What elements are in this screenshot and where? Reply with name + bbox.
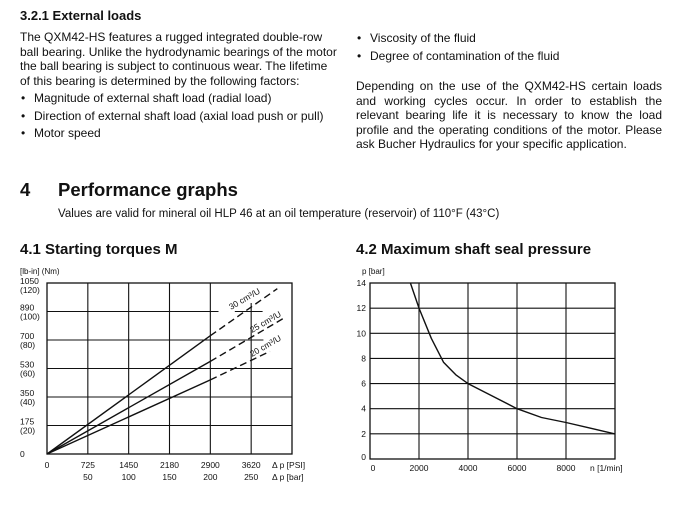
x-tick-label-bar: 250	[244, 472, 258, 482]
x-tick-label: 6000	[508, 463, 527, 473]
x-tick-label-bar: 100	[122, 472, 136, 482]
x-tick-label: 2000	[410, 463, 429, 473]
section-number: 4	[20, 179, 31, 200]
plot-frame	[46, 282, 293, 455]
y-tick-label: 2	[361, 429, 366, 439]
y-tick-label: 0	[361, 452, 366, 462]
bearing-life-paragraph: Depending on the use of the QXM42-HS cer…	[356, 79, 662, 152]
x-tick-label-psi: 2180	[160, 460, 179, 470]
y-tick-label-lbin: 700	[20, 331, 34, 341]
x-tick-label: 8000	[557, 463, 576, 473]
x-axis-label: n [1/min]	[590, 463, 623, 473]
y-tick-label-lbin: 350	[20, 388, 34, 398]
y-tick-label: 6	[361, 379, 366, 389]
series-line-solid	[46, 360, 211, 455]
list-item: Motor speed	[20, 125, 338, 143]
y-tick-label-lbin: 1050	[20, 276, 39, 286]
y-tick-label: 4	[361, 404, 366, 414]
y-tick-label: 14	[357, 278, 367, 288]
x-axis-label-psi: Δ p [PSI]	[272, 460, 305, 470]
y-tick-label: 8	[361, 353, 366, 363]
x-tick-label: 4000	[459, 463, 478, 473]
x-tick-label-bar: 150	[162, 472, 176, 482]
x-tick-label-psi: 725	[81, 460, 95, 470]
external-loads-paragraph: The QXM42-HS features a rugged integrate…	[20, 30, 337, 88]
section-heading-seal-pressure: 4.2 Maximum shaft seal pressure	[356, 241, 592, 258]
series-line-solid	[46, 335, 211, 455]
factors-list-right: Viscosity of the fluid Degree of contami…	[356, 30, 662, 65]
pressure-curve	[409, 282, 616, 435]
y-tick-label: 10	[357, 328, 367, 338]
series-label: 30 cm³/U	[227, 286, 262, 312]
x-tick-label-bar: 50	[83, 472, 93, 482]
x-tick-label: 0	[371, 463, 376, 473]
y-tick-label-nm: (80)	[20, 340, 35, 350]
y-tick-label-nm: (40)	[20, 397, 35, 407]
x-tick-label-psi: 2900	[201, 460, 220, 470]
section-heading-external-loads: 3.2.1 External loads	[20, 8, 142, 23]
x-tick-label-psi: 1450	[119, 460, 138, 470]
section-heading-performance-graphs: Performance graphs	[58, 179, 238, 200]
right-text-column: Viscosity of the fluid Degree of contami…	[356, 30, 662, 152]
plot-frame	[369, 282, 616, 460]
section-heading-starting-torques: 4.1 Starting torques M	[20, 241, 178, 258]
series-line-dashed	[209, 288, 278, 337]
x-axis-label-bar: Δ p [bar]	[272, 472, 304, 482]
y-tick-label-nm: (20)	[20, 426, 35, 436]
y-tick-label-nm: (60)	[20, 369, 35, 379]
y-tick-label: 12	[357, 303, 367, 313]
list-item: Direction of external shaft load (axial …	[20, 108, 338, 126]
y-axis-label: p [bar]	[362, 267, 385, 276]
list-item: Viscosity of the fluid	[356, 30, 662, 48]
y-tick-label-lbin: 890	[20, 303, 34, 313]
y-tick-label-lbin: 175	[20, 417, 34, 427]
y-tick-label-lbin: 530	[20, 360, 34, 370]
series-line-solid	[46, 379, 211, 455]
y-axis-label: [lb-in] (Nm)	[20, 267, 60, 276]
y-tick-label-lbin: 0	[20, 449, 25, 459]
x-tick-label-psi: 0	[45, 460, 50, 470]
list-item: Degree of contamination of the fluid	[356, 48, 662, 66]
x-tick-label-psi: 3620	[242, 460, 261, 470]
y-tick-label-nm: (120)	[20, 285, 40, 295]
validity-note: Values are valid for mineral oil HLP 46 …	[58, 208, 500, 220]
series-line-dashed	[210, 350, 271, 381]
list-item: Magnitude of external shaft load (radial…	[20, 90, 338, 108]
factors-list-left: Magnitude of external shaft load (radial…	[20, 90, 338, 143]
x-tick-label-bar: 200	[203, 472, 217, 482]
left-text-column: 3.2.1 External loads The QXM42-HS featur…	[20, 8, 338, 143]
series-line-dashed	[209, 318, 284, 362]
y-tick-label-nm: (100)	[20, 312, 40, 322]
